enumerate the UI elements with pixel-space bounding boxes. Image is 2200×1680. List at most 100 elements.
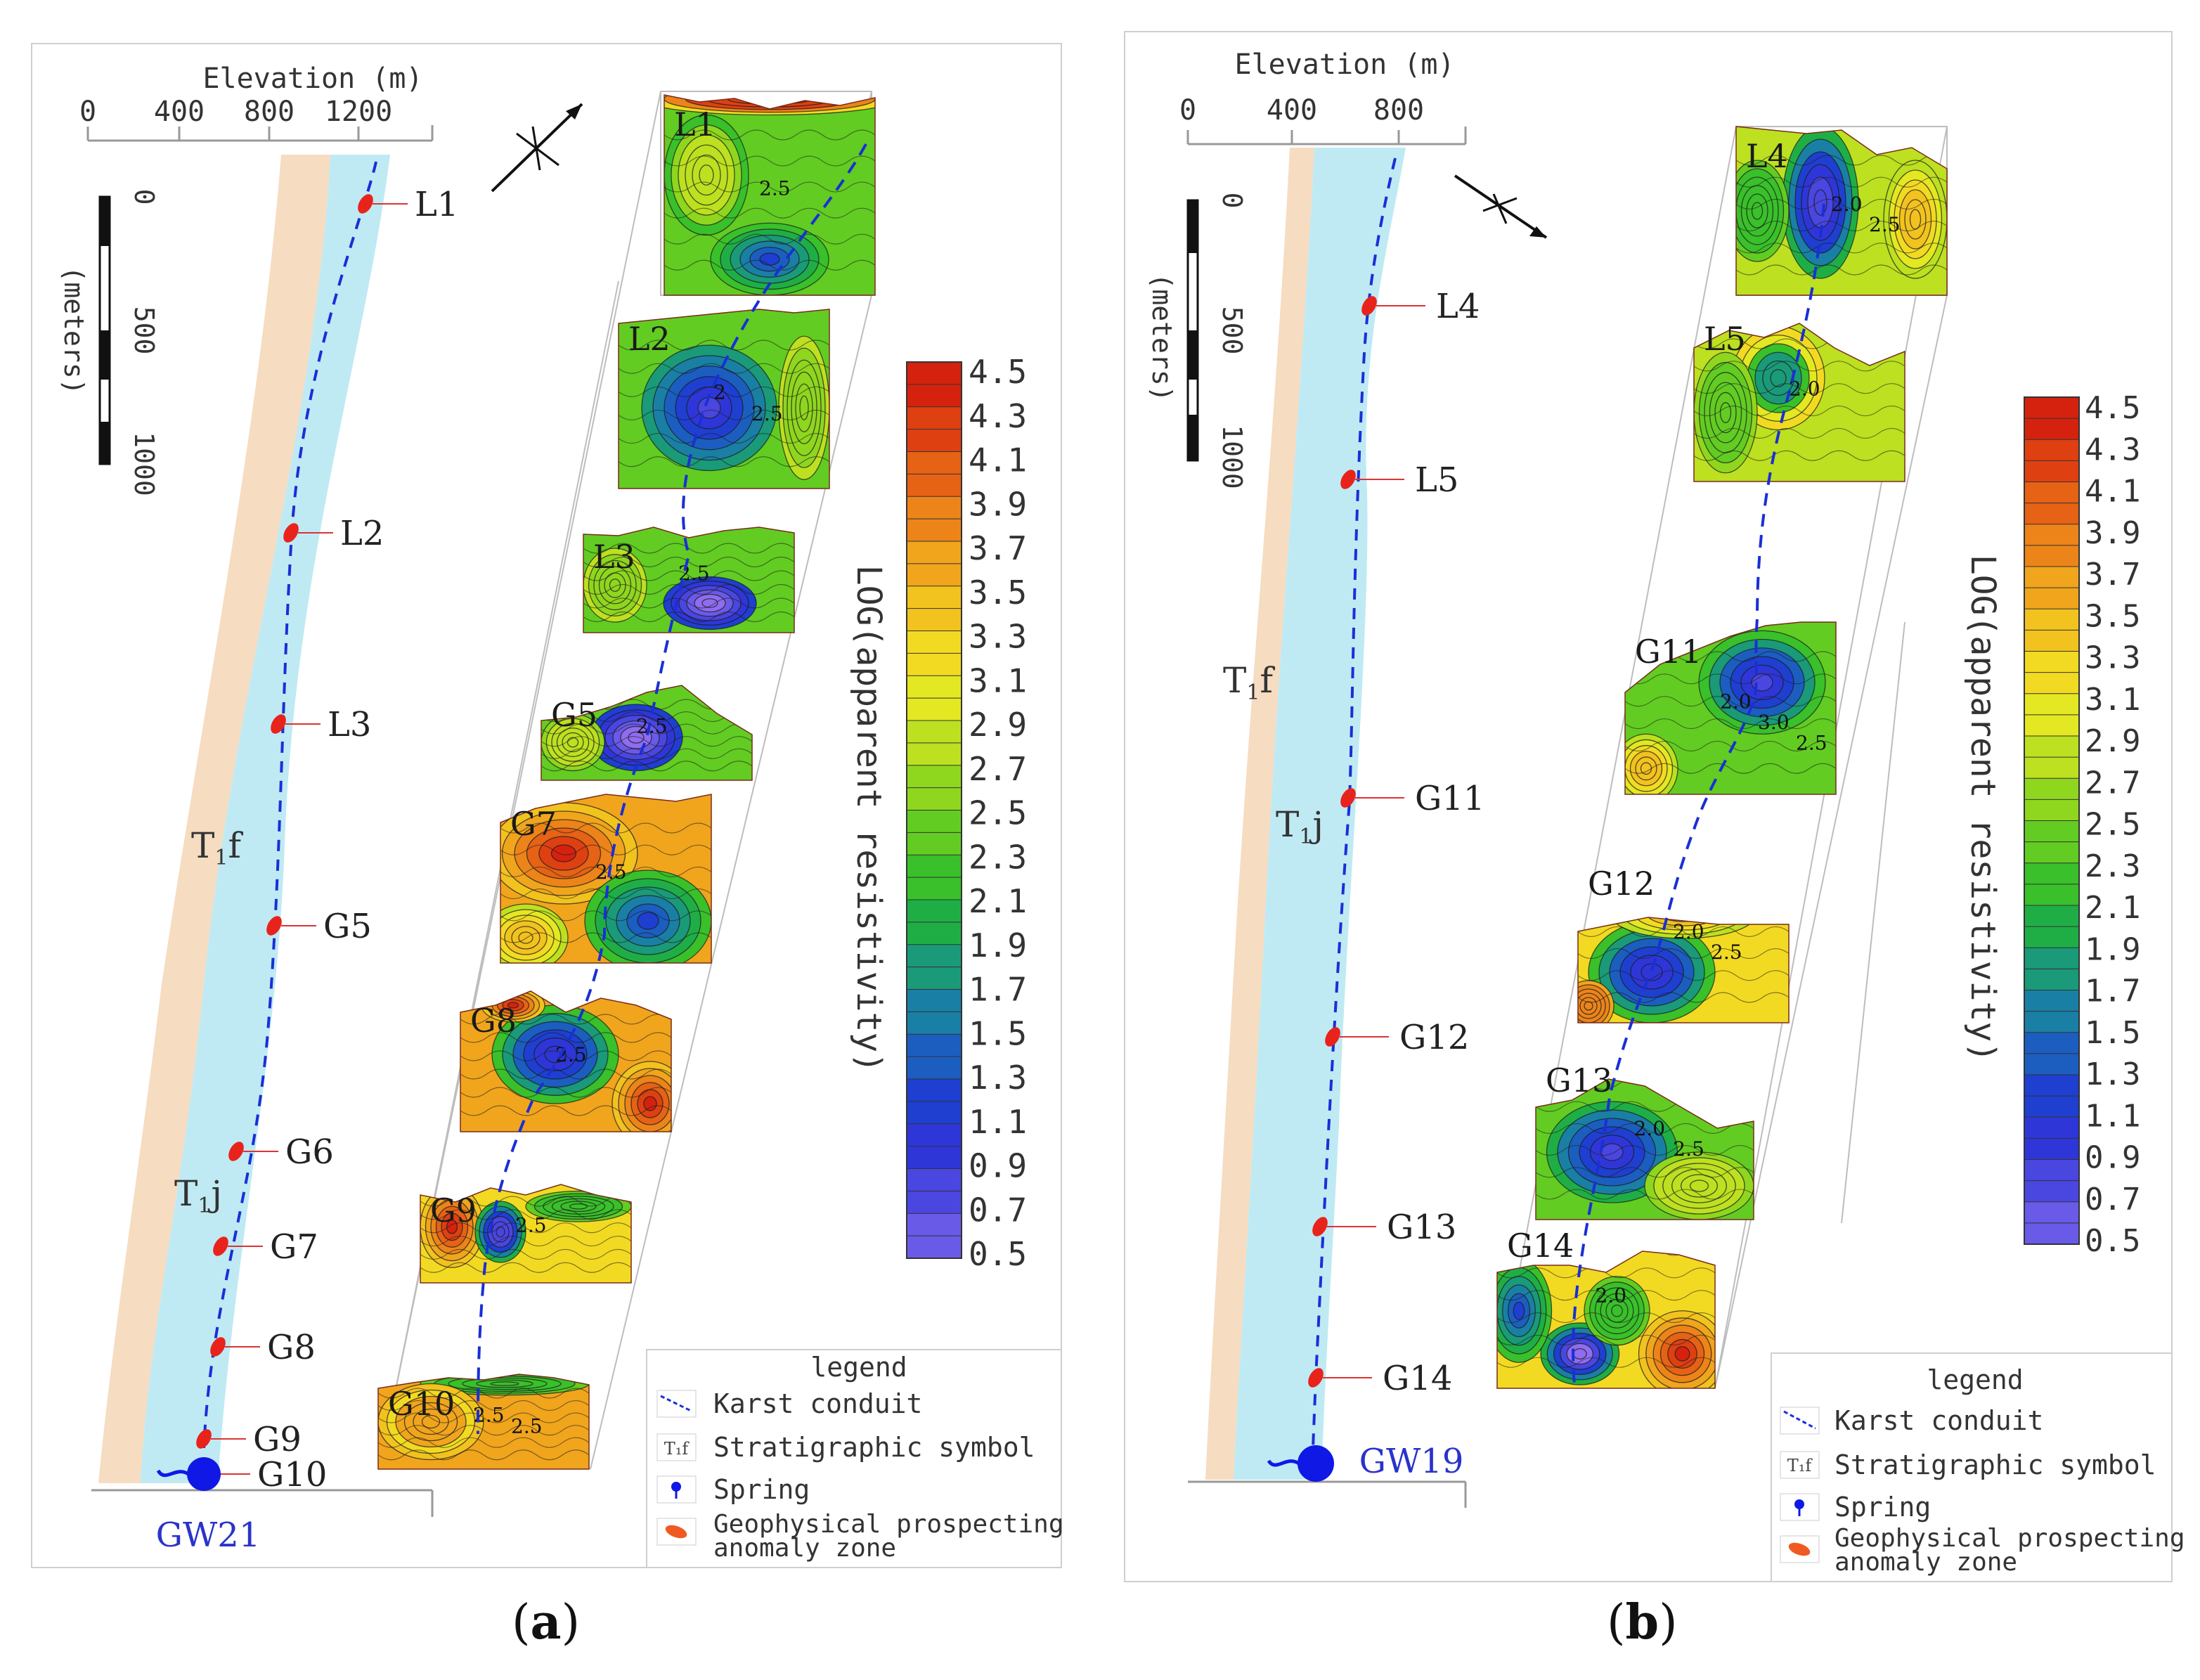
contour-label: 2.5	[1869, 213, 1901, 236]
strat-label-upper: T1f	[1223, 660, 1275, 705]
profile-conduit	[477, 143, 867, 1435]
legend-spring-icon	[1794, 1499, 1804, 1509]
legend-strat-label: Stratigraphic symbol	[1835, 1449, 2156, 1480]
strat-label-upper: T1f	[191, 825, 243, 870]
legend: legend Karst conduit T₁f Stratigraphic symb…	[1771, 1352, 2185, 1582]
colorbar-tick-label: 0.7	[2085, 1182, 2140, 1217]
profile-label: G9	[430, 1191, 477, 1229]
profile-L5: L5 2.0	[1693, 320, 1905, 482]
legend-karst-label: Karst conduit	[1835, 1405, 2043, 1436]
strata-band	[1205, 148, 1314, 1480]
profile-label: G7	[510, 805, 557, 843]
elevation-title: Elevation (m)	[202, 63, 422, 95]
profile-label: L1	[674, 105, 716, 143]
profile-conduit	[1572, 203, 1825, 1385]
colorbar-tick-label: 3.5	[969, 574, 1027, 612]
contour-label: 2.0	[1720, 690, 1752, 713]
profile-G11: G11 2.0 3.0 2.5	[1624, 621, 1837, 795]
colorbar-tick-label: 3.5	[2085, 598, 2140, 634]
contour-label: 2.5	[595, 860, 627, 884]
legend-anomaly-label-2: anomaly zone	[1835, 1548, 2017, 1577]
contour-label: 2.0	[1673, 920, 1704, 943]
scale-tick-label: 1000	[1217, 425, 1248, 489]
contour-label: 2.5	[1711, 941, 1742, 964]
anomaly-point-label: L5	[1415, 460, 1458, 500]
anomaly-point: G5	[266, 907, 372, 946]
profile-L3: L3 2.5	[583, 526, 795, 633]
profile-label: L3	[593, 538, 635, 576]
colorbar-tick-label: 3.3	[2085, 640, 2140, 676]
anomaly-point: L5	[1340, 460, 1458, 500]
legend-title: legend	[810, 1352, 907, 1383]
anomaly-point-label: G14	[1383, 1359, 1452, 1398]
colorbar-tick-label: 0.9	[969, 1147, 1027, 1185]
elevation-title: Elevation (m)	[1234, 49, 1454, 81]
anomaly-point: L3	[271, 705, 371, 744]
elevation-tick-label: 0	[79, 96, 96, 128]
profile-label: G13	[1546, 1061, 1612, 1099]
contour-label: 2	[713, 381, 726, 404]
colorbar-tick-label: 2.3	[969, 838, 1027, 876]
anomaly-point-label: G9	[253, 1420, 302, 1459]
panel-a: Elevation (m) 0 400 800 1200 0 500 1000 (meters)…	[31, 43, 1064, 1568]
colorbar-tick-label: 1.3	[969, 1059, 1027, 1097]
elevation-tick-label: 800	[244, 96, 295, 128]
anomaly-point: G6	[228, 1132, 334, 1172]
profile-label: G8	[470, 1002, 517, 1040]
anomaly-point-label: L3	[328, 705, 371, 744]
strata-band	[98, 155, 330, 1483]
contour-label: 2.5	[511, 1415, 543, 1438]
strat-label-lower: T1j	[1276, 804, 1324, 849]
scale-tick-label: 500	[1217, 306, 1248, 355]
legend-anomaly-icon	[1788, 1542, 1811, 1556]
panel-a-frame	[31, 43, 1062, 1568]
profile-G10: G10 2.5 2.5	[377, 1374, 590, 1470]
profile-L1: L1 2.5	[664, 94, 876, 296]
scale-tick-label: 0	[1217, 193, 1248, 209]
legend-box	[646, 1349, 1062, 1568]
scale-bar: 0 500 1000 (meters)	[1146, 193, 1248, 489]
colorbar: 4.5 4.3 4.1 3.9 3.7 3.5 3.3 3.1 2.9 2.7 2.5 2.3 2.1 1…	[849, 353, 1027, 1273]
profile-G9: G9 2.5	[420, 1184, 632, 1284]
scale-tick-label: 1000	[129, 432, 160, 496]
scale-unit: (meters)	[1146, 273, 1177, 401]
scale-tick-label: 0	[129, 189, 160, 205]
colorbar-tick-label: 2.9	[969, 706, 1027, 744]
legend-strat-icon: T₁f	[1787, 1456, 1813, 1475]
anomaly-point: G8	[210, 1328, 316, 1367]
anomaly-point-label: L4	[1436, 287, 1480, 326]
colorbar-tick-label: 2.1	[2085, 890, 2140, 926]
colorbar-tick-label: 0.5	[969, 1235, 1027, 1273]
legend-spring-icon	[671, 1482, 681, 1492]
contour-label: 2.5	[759, 177, 791, 200]
profile-G14: G14 2.0	[1496, 1227, 1716, 1389]
anomaly-point: G9	[196, 1420, 302, 1459]
colorbar-tick-label: 1.5	[2085, 1015, 2140, 1051]
scale-tick-label: 500	[129, 306, 160, 355]
colorbar-tick-label: 1.7	[969, 971, 1027, 1009]
anomaly-point-label: G7	[270, 1227, 318, 1267]
elevation-tick-label: 400	[1267, 94, 1317, 127]
contour-label: 2.5	[636, 715, 668, 738]
profile-G12: G12 2.0 2.5	[1577, 865, 1790, 1023]
profile-label: L5	[1704, 320, 1746, 358]
colorbar-tick-label: 0.5	[2085, 1223, 2140, 1259]
colorbar-tick-label: 4.3	[2085, 432, 2140, 467]
profile-label: G12	[1588, 865, 1655, 903]
colorbar-tick-label: 1.7	[2085, 974, 2140, 1009]
legend-anomaly-label-2: anomaly zone	[713, 1534, 896, 1563]
colorbar-title: LOG(apparent resistivity)	[1963, 555, 2002, 1062]
legend-anomaly-icon	[665, 1525, 687, 1539]
panel-b: Elevation (m) 0 400 800 0 500 1000 (meters) T1f T…	[1124, 31, 2185, 1582]
legend-karst-label: Karst conduit	[713, 1388, 922, 1419]
north-arrow-icon	[491, 103, 583, 193]
colorbar-tick-label: 4.1	[969, 441, 1027, 479]
legend-karst-icon	[1783, 1410, 1816, 1430]
legend-anomaly-label: Geophysical prospecting	[713, 1510, 1064, 1539]
colorbar-tick-label: 3.3	[969, 618, 1027, 656]
profile-label: G14	[1507, 1227, 1574, 1265]
contour-label: 2.0	[1596, 1284, 1627, 1307]
colorbar-tick-label: 1.5	[969, 1014, 1027, 1052]
scale-unit: (meters)	[58, 266, 89, 394]
